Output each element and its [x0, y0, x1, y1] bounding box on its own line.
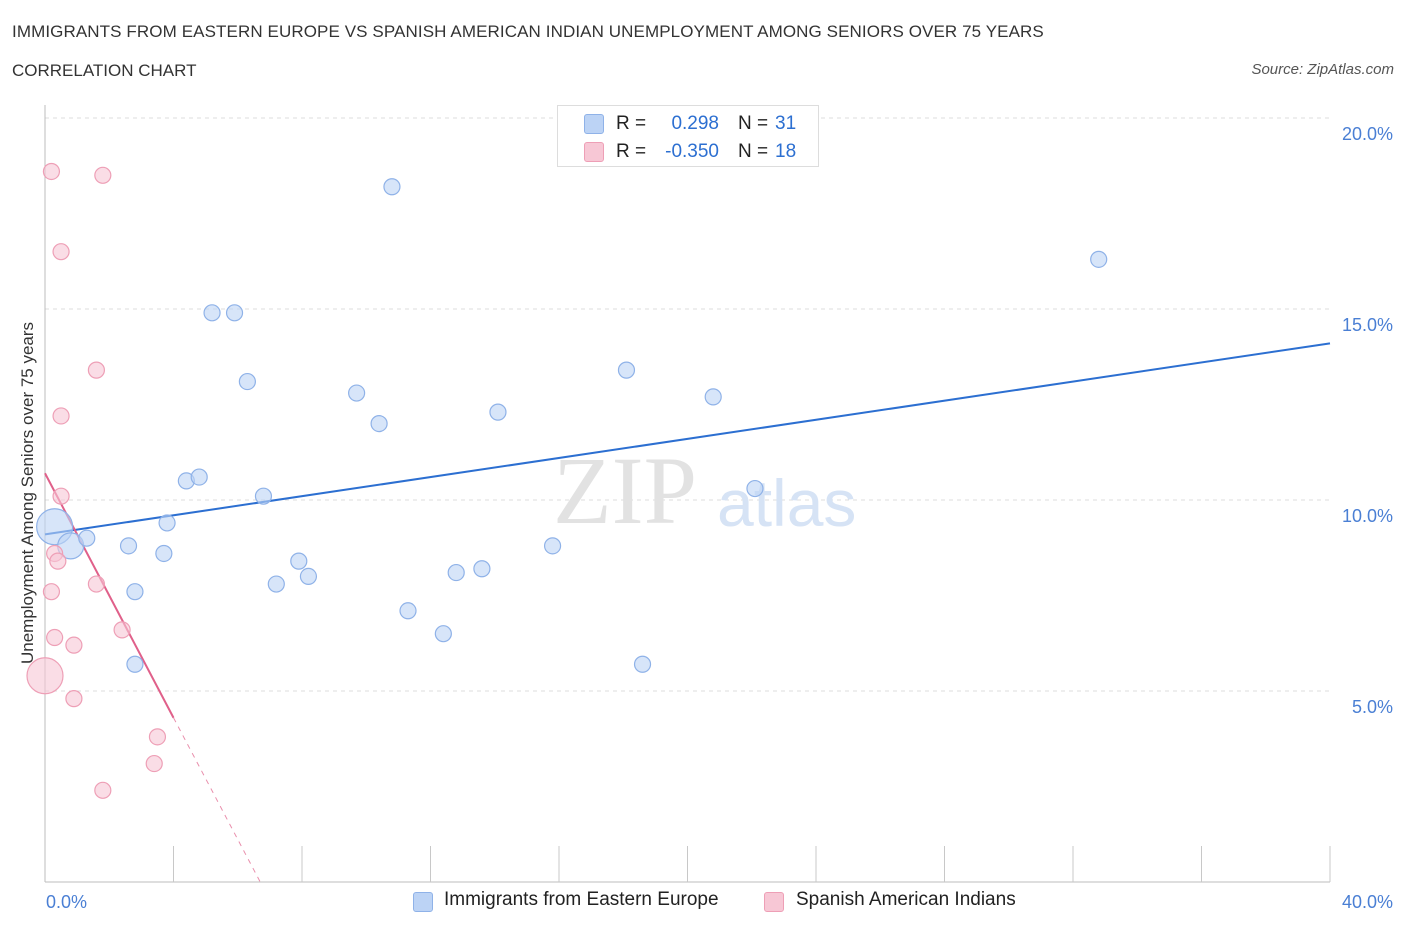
data-point-pink [145, 754, 163, 773]
legend-n-value: 18 [775, 141, 797, 162]
legend-n-label: N = [738, 113, 769, 134]
x-tick-label-min: 0.0% [46, 892, 87, 912]
y-tick-label: 20.0% [1342, 124, 1393, 144]
data-point-pink [46, 628, 64, 647]
trend-line-pink-extension [173, 717, 261, 883]
bottom-legend-swatch-pink [764, 892, 784, 912]
data-point-blue [203, 304, 221, 322]
x-axis-ticks [173, 846, 1331, 882]
legend-r-label: R = [616, 141, 647, 162]
data-point-blue [370, 415, 388, 433]
data-point-blue [489, 403, 507, 421]
data-point-blue [299, 567, 318, 586]
legend-n-label: N = [738, 141, 769, 162]
gridlines [45, 117, 1330, 692]
y-axis-tick-labels: 5.0% 10.0% 15.0% 20.0% [1342, 124, 1393, 717]
data-point-blue [126, 655, 144, 673]
legend-r-value: 0.298 [671, 113, 719, 134]
data-point-pink [49, 552, 67, 570]
source-label: Source: ZipAtlas.com [1251, 61, 1394, 78]
bottom-legend-swatch-blue [413, 892, 433, 912]
legend-swatch-pink [584, 142, 604, 162]
data-point-blue [254, 487, 273, 505]
data-point-blue [225, 304, 244, 322]
data-point-blue [746, 479, 764, 498]
data-point-pink [87, 575, 106, 593]
bottom-legend-label-pink: Spanish American Indians [796, 889, 1016, 910]
data-point-pink [52, 407, 70, 425]
data-point-blue [126, 583, 144, 601]
bottom-legend-label-blue: Immigrants from Eastern Europe [444, 889, 719, 910]
data-point-blue [119, 537, 138, 555]
data-point-blue [158, 514, 176, 532]
data-point-pink [94, 781, 112, 799]
data-point-blue [704, 388, 722, 406]
y-tick-label: 15.0% [1342, 315, 1393, 335]
y-tick-label: 5.0% [1352, 697, 1393, 717]
data-point-blue [633, 655, 652, 673]
data-point-blue [348, 384, 366, 402]
legend-n-value: 31 [775, 113, 797, 134]
trend-lines [44, 342, 1331, 883]
chart-title: IMMIGRANTS FROM EASTERN EUROPE VS SPANIS… [12, 22, 1044, 41]
legend-row-blue: R = 0.298 N = 31 [558, 110, 818, 138]
data-point-pink [94, 166, 112, 184]
data-point-blue [434, 625, 452, 643]
data-point-blue [238, 372, 256, 391]
data-point-blue [155, 544, 173, 563]
chart-subtitle: CORRELATION CHART [12, 61, 197, 80]
data-points [26, 162, 1108, 799]
legend-row-pink: R = -0.350 N = 18 [558, 138, 818, 166]
data-point-blue [190, 468, 208, 486]
trend-line-pink [44, 472, 175, 719]
data-point-pink [42, 583, 61, 601]
data-point-blue [543, 537, 562, 555]
x-tick-label-max: 40.0% [1342, 892, 1393, 912]
data-point-pink [42, 162, 61, 181]
data-point-pink [65, 690, 83, 708]
data-point-pink [87, 361, 106, 379]
data-point-blue [267, 575, 285, 593]
data-point-blue [473, 560, 491, 578]
data-point-pink [65, 636, 83, 654]
data-point-pink [26, 657, 64, 695]
legend-r-value: -0.350 [665, 141, 719, 162]
data-point-blue [78, 529, 96, 547]
data-point-blue [290, 552, 308, 570]
data-point-pink [148, 728, 167, 746]
legend-r-label: R = [616, 113, 647, 134]
y-tick-label: 10.0% [1342, 506, 1393, 526]
legend-swatch-blue [584, 114, 604, 134]
stats-legend: R = 0.298 N = 31 R = -0.350 N = 18 [557, 105, 819, 167]
data-point-blue [1090, 250, 1108, 268]
watermark-zip: ZIP [553, 437, 697, 544]
data-point-pink [52, 243, 70, 261]
y-axis-label: Unemployment Among Seniors over 75 years [18, 322, 37, 664]
data-point-blue [383, 178, 401, 196]
watermark-atlas: atlas [717, 466, 856, 540]
data-point-pink [113, 621, 131, 639]
data-point-blue [399, 602, 417, 620]
data-point-blue [617, 361, 636, 379]
data-point-blue [447, 563, 465, 582]
data-point-pink [52, 487, 70, 505]
